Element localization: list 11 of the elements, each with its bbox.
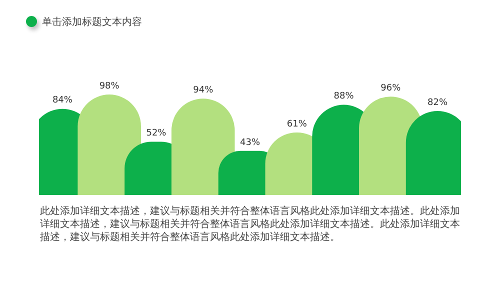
data-label: 94% (193, 85, 214, 96)
data-label: 43% (240, 138, 260, 148)
data-label: 82% (428, 98, 448, 108)
text: 此处添加详细文本描述，建议与标题相关并符合整体语言风格此处添加详细文本描述。此处添加详细文本描述，建议与标题相关并符合整体语言风格此处添加详细文本描述。此处添加详细文本描述，建议与标题相关并符合整体语言风格此处添加详细文本描述。 (40, 205, 461, 244)
data-label: 52% (146, 128, 167, 139)
data-label: 84% (52, 96, 73, 106)
data-label: 98% (99, 81, 120, 92)
chart-title: 单击添加标题文本内容 (42, 16, 142, 29)
data-label: 96% (380, 83, 402, 94)
data-label: 88% (334, 92, 354, 102)
data-label: 61% (286, 119, 308, 130)
